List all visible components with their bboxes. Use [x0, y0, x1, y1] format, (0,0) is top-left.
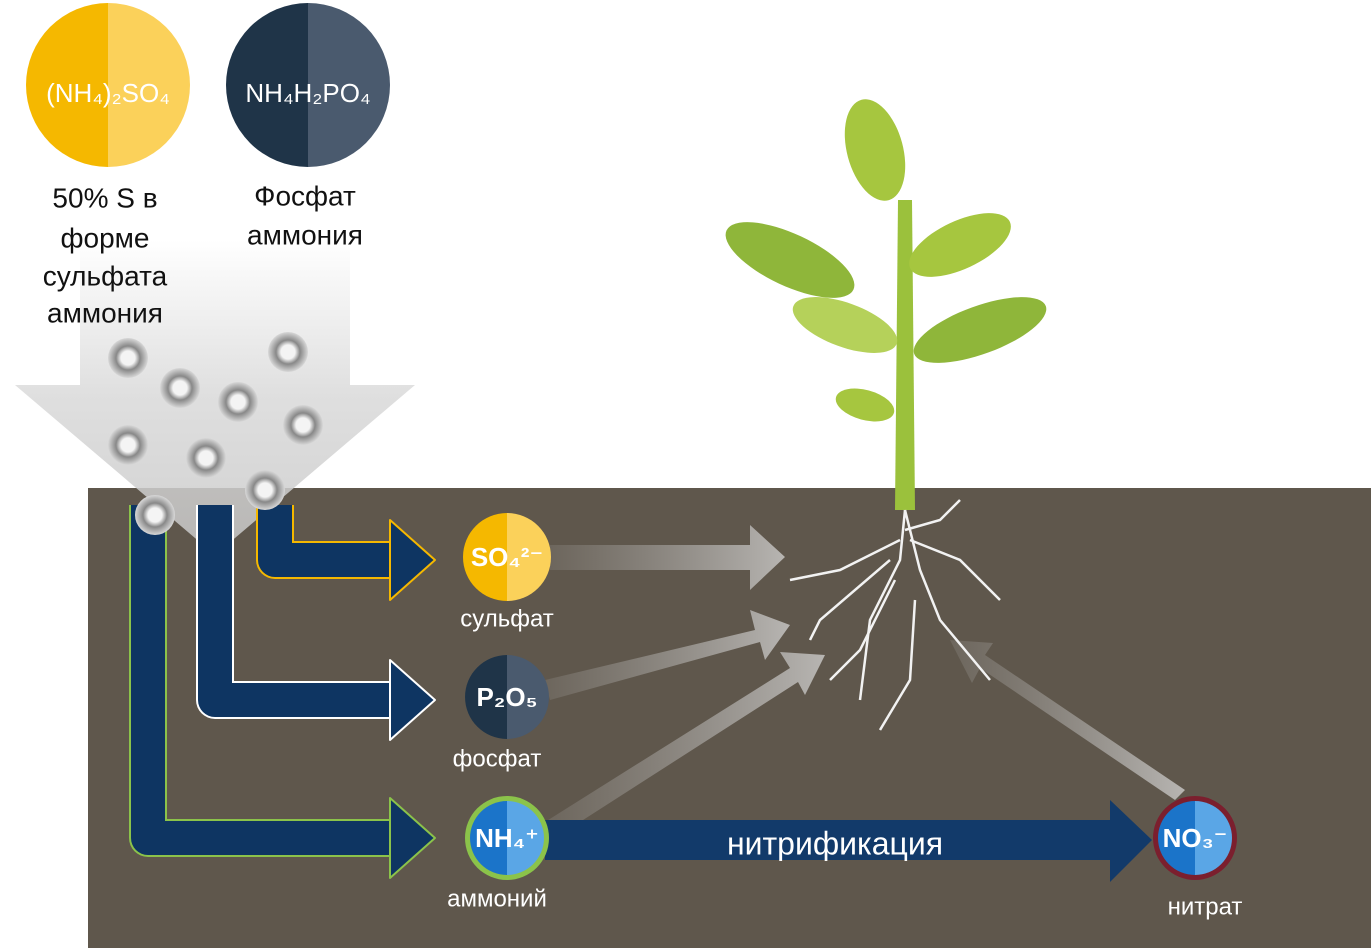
ion-formula: SO₄²⁻	[471, 542, 543, 572]
formula: (NH₄)₂SO₄	[46, 78, 170, 108]
label: сульфата	[43, 260, 168, 291]
label: форме	[60, 222, 149, 253]
ion-label: нитрат	[1168, 893, 1243, 920]
label: 50% S в	[52, 182, 157, 213]
diagram: (NH₄)₂SO₄ NH₄H₂PO₄ 50% S в форме сульфат…	[0, 0, 1371, 948]
label: аммония	[47, 297, 163, 328]
ion-label: сульфат	[460, 605, 554, 632]
ion-label: фосфат	[453, 745, 542, 772]
page: (NH₄)₂SO₄ NH₄H₂PO₄ 50% S в форме сульфат…	[0, 0, 1371, 948]
formula: NH₄H₂PO₄	[245, 78, 370, 108]
label: аммония	[247, 219, 363, 250]
process-label: нитрификация	[727, 825, 943, 861]
ion-label: аммоний	[447, 885, 547, 912]
label: Фосфат	[254, 180, 356, 211]
ion-formula: NO₃⁻	[1163, 823, 1228, 853]
ion-formula: NH₄⁺	[475, 823, 539, 853]
ion-formula: P₂O₅	[476, 682, 537, 712]
